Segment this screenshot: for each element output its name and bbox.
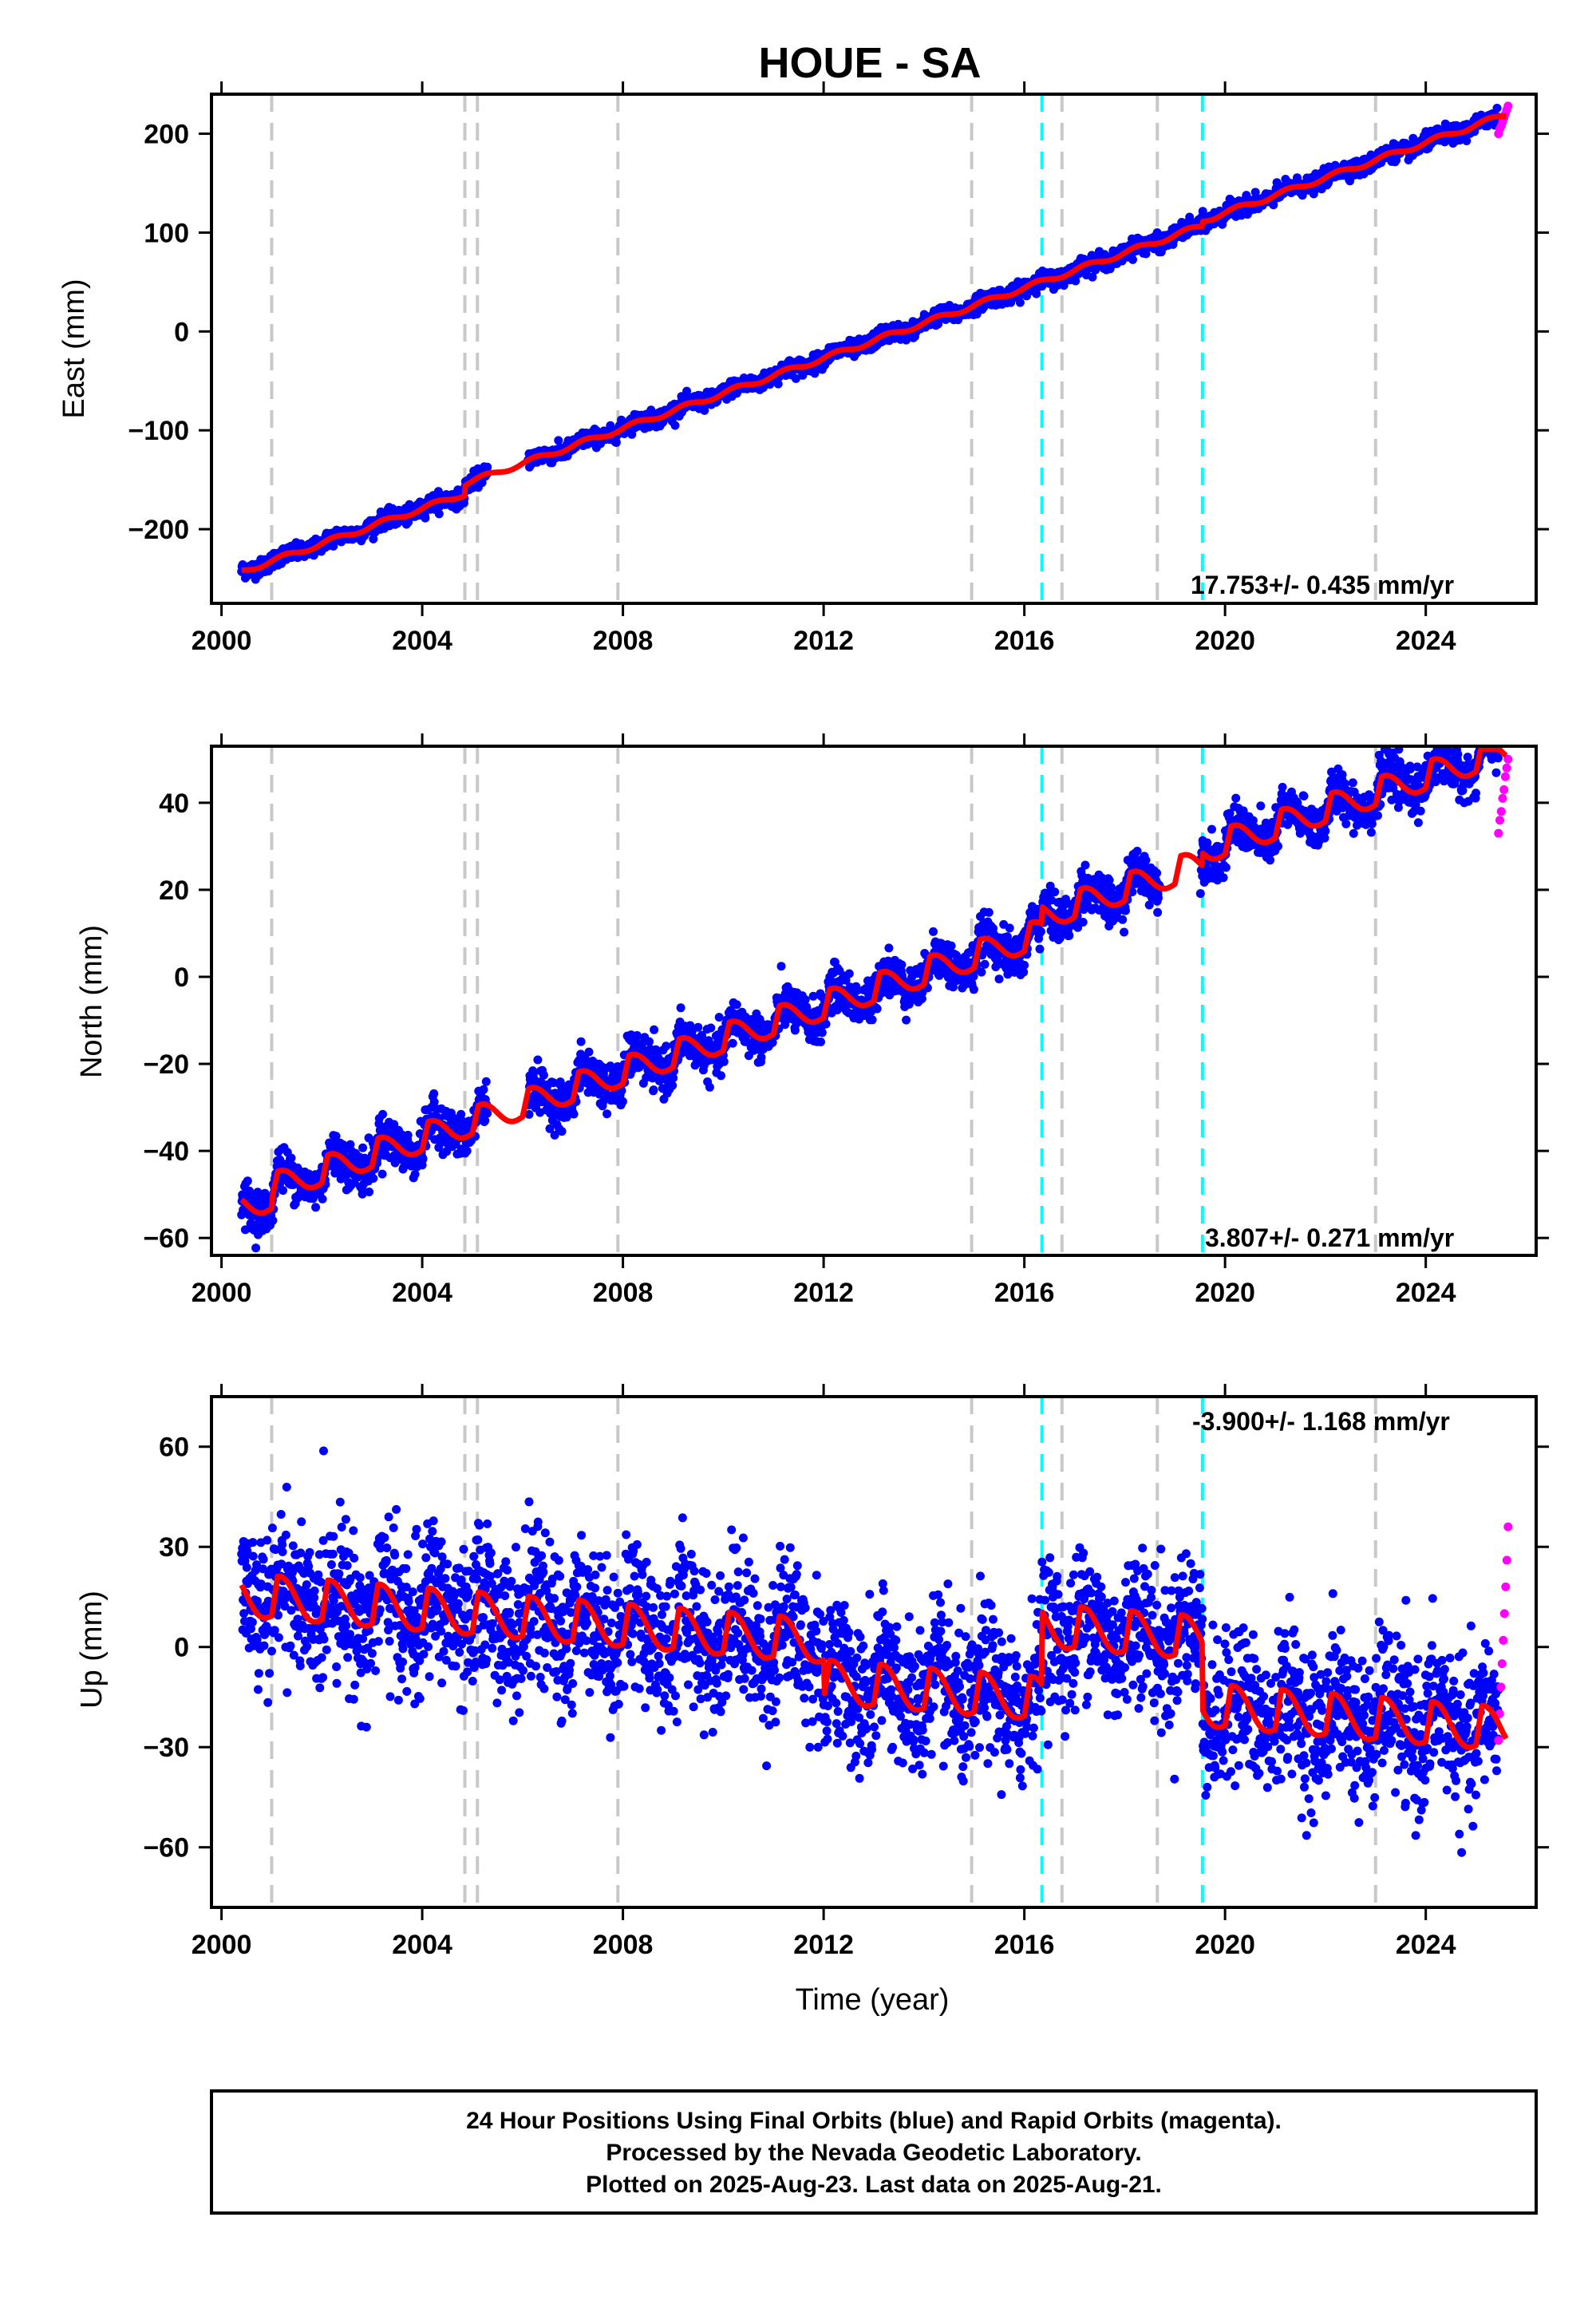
north-final-orbit-point — [728, 1038, 737, 1048]
north-final-orbit-point — [632, 1031, 642, 1040]
north-final-orbit-point — [533, 1055, 543, 1065]
north-final-orbit-point — [662, 1041, 671, 1051]
east-final-orbit-point — [434, 509, 444, 519]
east-x-tick-label: 2004 — [392, 626, 452, 656]
east-final-orbit-point — [1015, 298, 1025, 307]
east-model-fit-line — [239, 113, 1508, 573]
north-final-orbit-point — [318, 1194, 327, 1203]
north-final-orbit-point — [902, 1015, 911, 1025]
east-y-tick-label: −100 — [128, 416, 189, 446]
east-final-orbit-point — [670, 421, 680, 430]
north-final-orbit-point — [717, 1071, 725, 1081]
north-final-orbit-point — [481, 1077, 491, 1086]
north-final-orbit-point — [714, 1013, 724, 1022]
north-final-orbit-point — [897, 960, 907, 970]
east-final-orbit-point — [483, 462, 492, 472]
east-y-tick-label: 0 — [174, 317, 189, 347]
east-rapid-orbit-point — [1503, 101, 1513, 111]
north-final-orbit-point — [286, 1153, 296, 1163]
north-final-orbit-point — [539, 1070, 548, 1080]
north-final-orbit-point — [377, 1169, 387, 1179]
north-final-orbit-point — [676, 1003, 685, 1013]
north-final-orbit-point — [776, 962, 786, 971]
north-final-orbit-point — [403, 1130, 413, 1140]
north-final-orbit-point — [816, 1037, 825, 1046]
east-x-tick-label: 2008 — [593, 626, 654, 656]
east-final-orbit-point — [369, 534, 378, 543]
north-final-orbit-point — [584, 1047, 594, 1057]
east-panel: 2000 2004 2008 2012 2016 2020 2024 −200 −100 0 100… — [57, 81, 1549, 656]
north-final-orbit-point — [705, 1082, 714, 1092]
north-final-orbit-point — [429, 1089, 439, 1098]
north-final-orbit-point — [884, 943, 894, 953]
north-final-orbit-point — [462, 1146, 472, 1156]
north-final-orbit-point — [279, 1186, 288, 1196]
east-x-tick-label: 2024 — [1396, 626, 1456, 656]
north-final-orbit-point — [668, 1081, 678, 1090]
north-final-orbit-point — [479, 1085, 488, 1094]
north-final-orbit-point — [872, 1004, 882, 1014]
north-final-orbit-point — [557, 1127, 567, 1136]
east-x-tick-label: 2020 — [1195, 626, 1255, 656]
north-final-orbit-point — [817, 1028, 827, 1037]
east-final-orbit-point — [1128, 255, 1137, 264]
north-final-orbit-point — [867, 1015, 877, 1025]
north-final-orbit-point — [844, 969, 854, 978]
east-x-tick-label: 2016 — [994, 626, 1055, 656]
north-final-orbit-point — [358, 1143, 368, 1152]
north-final-orbit-point — [251, 1243, 261, 1253]
north-final-orbit-point — [650, 1025, 659, 1034]
north-final-orbit-point — [311, 1203, 321, 1212]
east-final-orbit-point — [421, 513, 430, 523]
north-final-orbit-point — [706, 1023, 716, 1033]
north-final-orbit-point — [418, 1154, 428, 1164]
east-y-tick-label: 200 — [144, 120, 189, 150]
east-rate-label: 17.753+/- 0.435 mm/yr — [1191, 571, 1454, 599]
north-final-orbit-point — [757, 1053, 766, 1062]
chart-title: HOUE - SA — [758, 39, 981, 87]
east-y-tick-label: −200 — [128, 515, 189, 545]
north-final-orbit-point — [243, 1176, 252, 1186]
north-final-orbit-point — [645, 1037, 654, 1046]
east-final-orbit-point — [1492, 104, 1502, 113]
north-final-orbit-point — [602, 1109, 612, 1119]
north-final-orbit-point — [369, 1174, 378, 1183]
east-y-tick-label: 100 — [144, 218, 189, 248]
north-final-orbit-point — [618, 1097, 627, 1106]
north-final-orbit-point — [410, 1169, 420, 1179]
north-final-orbit-point — [569, 1109, 579, 1119]
north-final-orbit-point — [268, 1215, 278, 1225]
east-x-tick-label: 2000 — [192, 626, 252, 656]
east-axis-label: East (mm) — [57, 279, 91, 418]
north-final-orbit-point — [365, 1188, 374, 1196]
north-final-orbit-point — [576, 1037, 586, 1046]
north-final-orbit-point — [483, 1109, 492, 1118]
north-panel: 2000 2004 2008 2012 2016 2020 2024−60−40−20020… — [75, 733, 1549, 1308]
north-final-orbit-point — [719, 1057, 729, 1066]
east-x-tick-label: 2012 — [793, 626, 854, 656]
north-final-orbit-point — [732, 1000, 741, 1010]
north-final-orbit-point — [693, 1022, 703, 1032]
north-final-orbit-point — [649, 1085, 658, 1095]
north-final-orbit-point — [378, 1109, 388, 1119]
